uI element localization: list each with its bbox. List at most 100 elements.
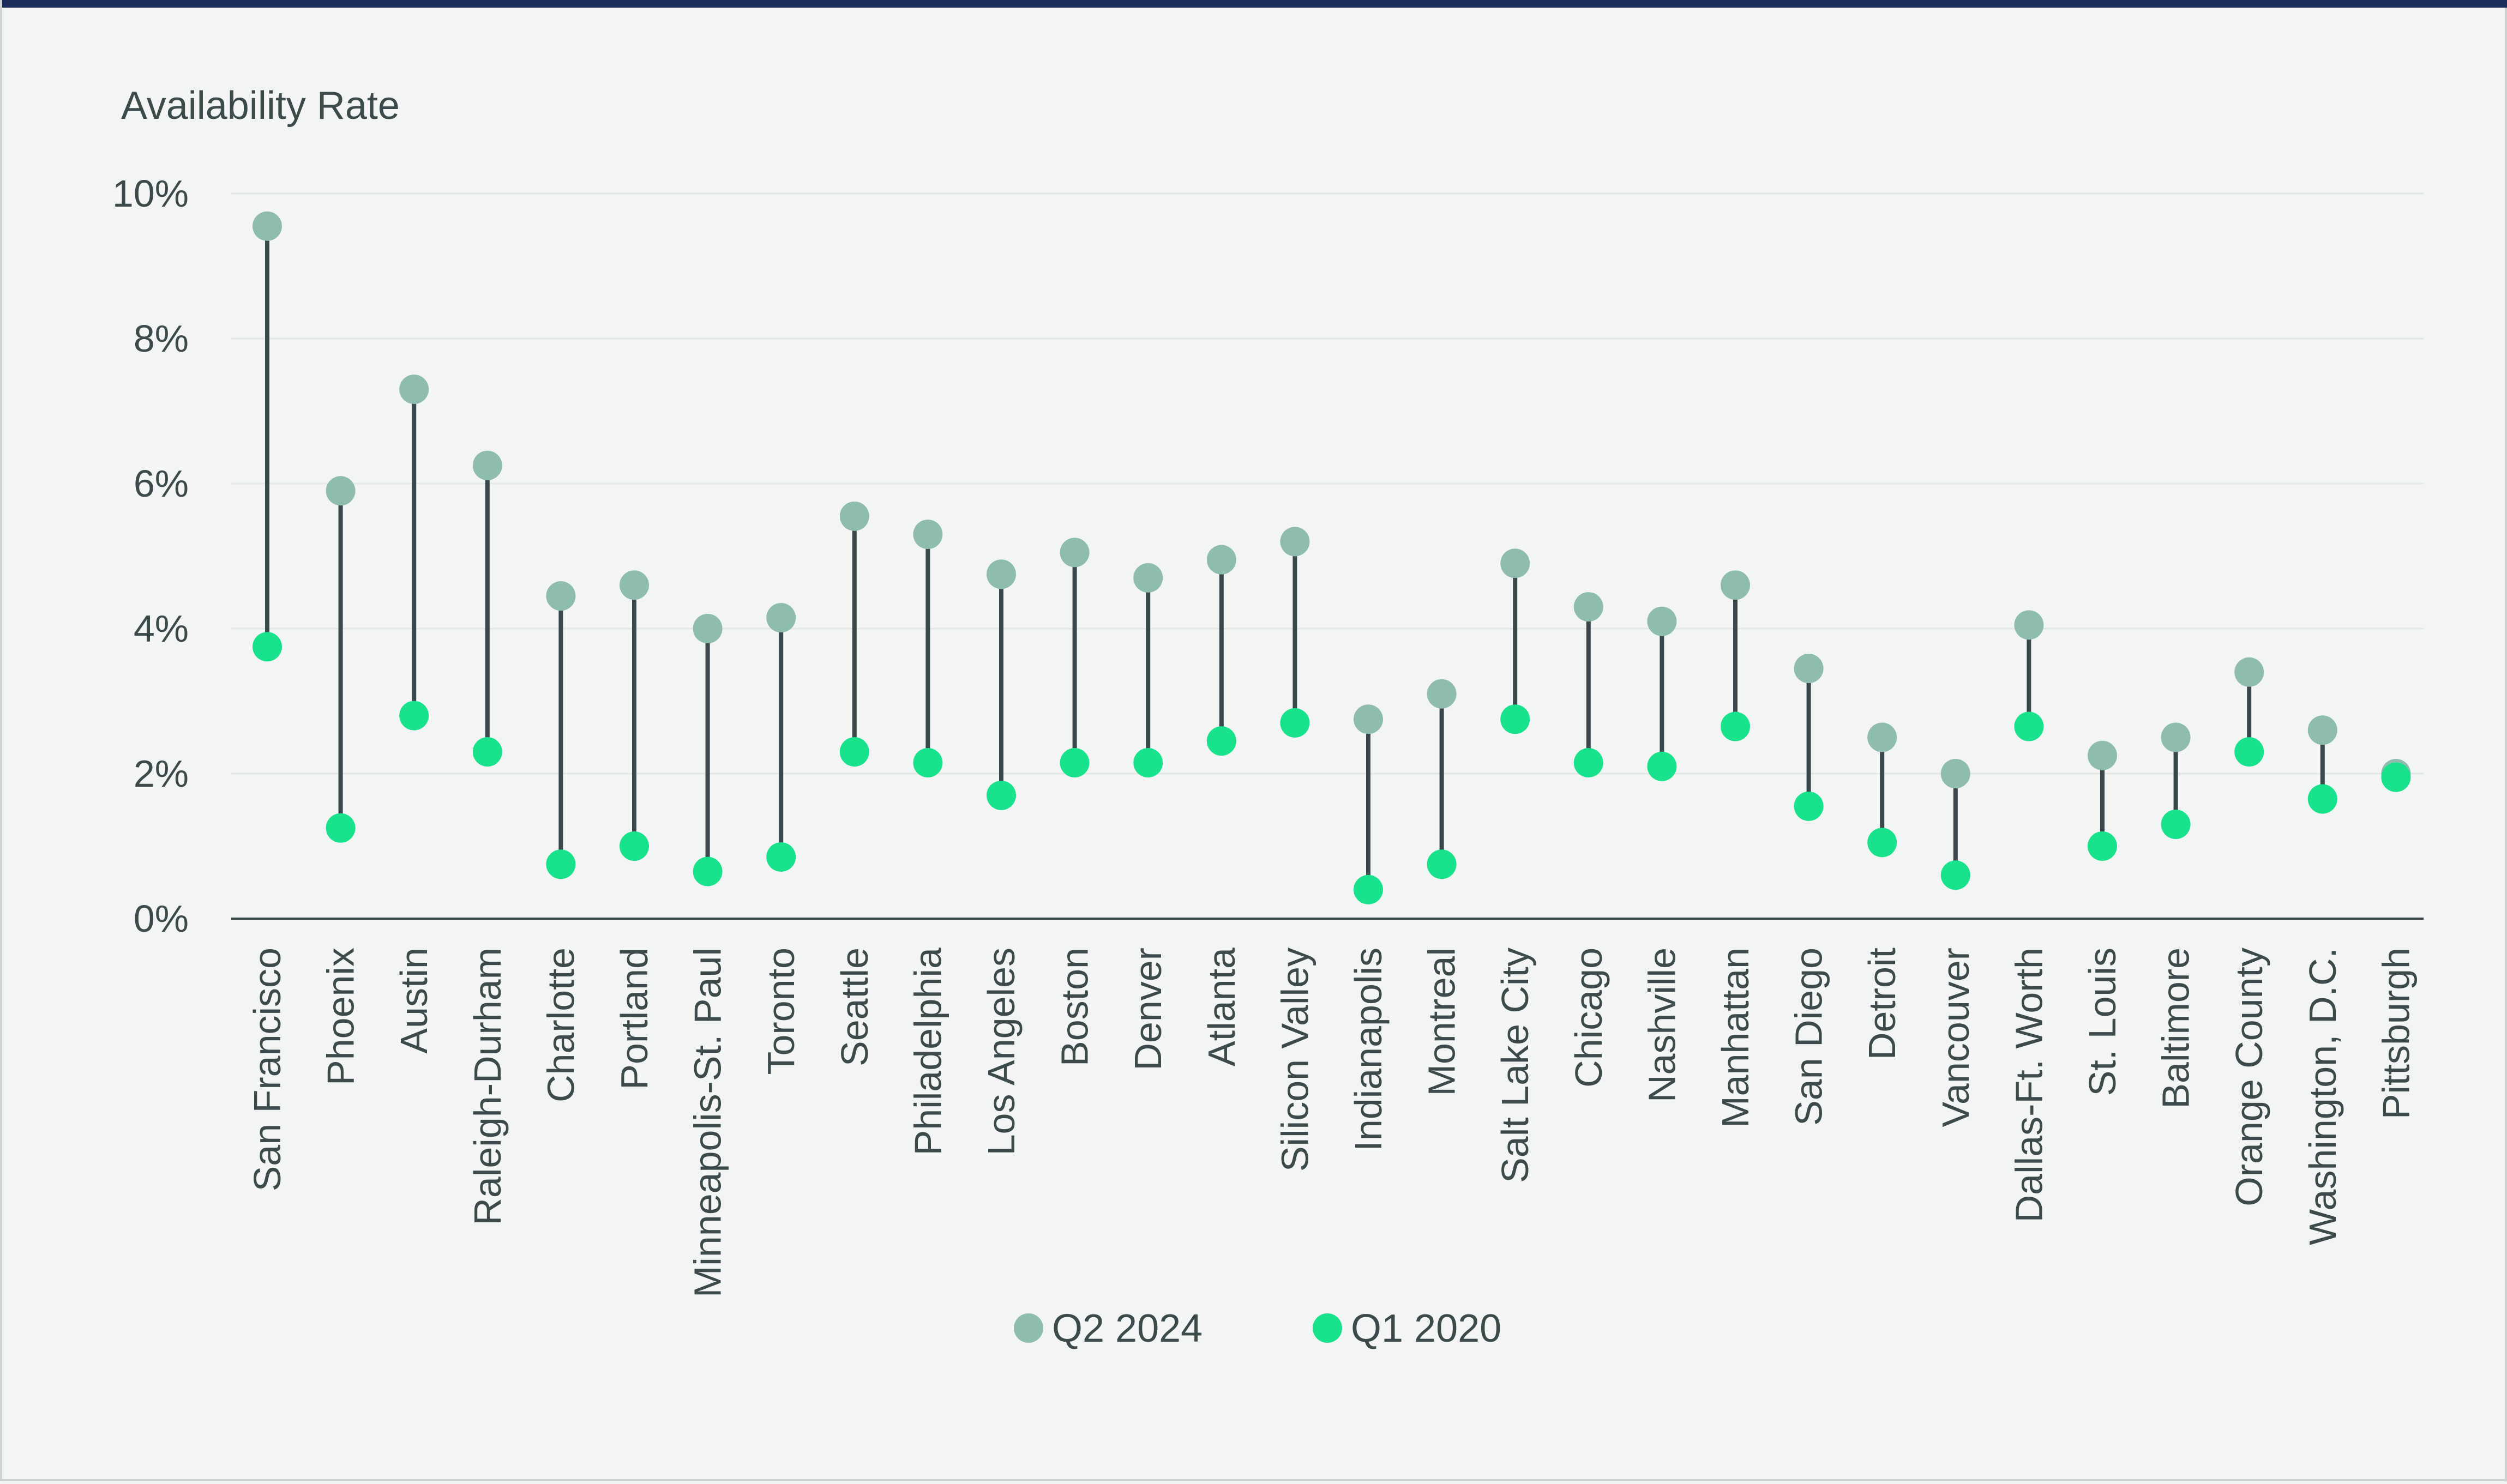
dot-q1-2020-portland	[620, 831, 649, 861]
dot-q2-2024-los-angeles	[987, 559, 1016, 589]
dot-q2-2024-montreal	[1427, 679, 1457, 709]
dot-q2-2024-silicon-valley	[1280, 527, 1310, 557]
x-tick-label-montreal: Montreal	[1421, 948, 1463, 1096]
dot-q1-2020-minneapolis-st-paul	[693, 856, 723, 886]
legend-label-q1-2020: Q1 2020	[1351, 1307, 1501, 1350]
x-tick-label-pittsburgh: Pittsburgh	[2374, 948, 2417, 1119]
legend-item-q1-2020: Q1 2020	[1313, 1307, 1501, 1350]
x-tick-label-san-francisco: San Francisco	[246, 948, 288, 1191]
dot-q2-2024-denver	[1133, 563, 1163, 593]
dot-q2-2024-boston	[1060, 538, 1090, 568]
x-tick-label-vancouver: Vancouver	[1934, 948, 1977, 1127]
dot-q1-2020-los-angeles	[987, 780, 1016, 810]
dot-q1-2020-chicago	[1573, 748, 1603, 778]
dot-q1-2020-pittsburgh	[2381, 762, 2411, 792]
dot-q1-2020-phoenix	[326, 813, 356, 843]
x-tick-label-manhattan: Manhattan	[1714, 948, 1757, 1128]
dot-q2-2024-austin	[399, 375, 429, 405]
x-tick-label-dallas-ft-worth: Dallas-Ft. Worth	[2007, 948, 2050, 1222]
dot-q2-2024-phoenix	[326, 476, 356, 506]
dot-q1-2020-raleigh-durham	[472, 737, 502, 767]
dot-q2-2024-charlotte	[546, 581, 576, 611]
x-tick-label-san-diego: San Diego	[1788, 948, 1830, 1126]
x-tick-label-toronto: Toronto	[760, 948, 802, 1075]
legend-label-q2-2024: Q2 2024	[1052, 1307, 1203, 1350]
x-tick-label-silicon-valley: Silicon Valley	[1273, 948, 1316, 1172]
y-tick-label-6: 6%	[134, 462, 189, 505]
dot-q2-2024-portland	[620, 570, 649, 600]
dot-q1-2020-st-louis	[2088, 831, 2117, 861]
top-accent-rule	[2, 0, 2507, 8]
x-tick-label-indianapolis: Indianapolis	[1347, 948, 1390, 1151]
x-tick-label-nashville: Nashville	[1640, 948, 1683, 1102]
x-tick-label-salt-lake-city: Salt Lake City	[1494, 948, 1536, 1183]
dot-q1-2020-orange-county	[2234, 737, 2264, 767]
dot-q2-2024-manhattan	[1721, 570, 1750, 600]
dot-q2-2024-san-diego	[1794, 654, 1824, 684]
x-tick-label-baltimore: Baltimore	[2155, 948, 2197, 1109]
legend-swatch-q2-2024	[1014, 1313, 1043, 1343]
y-axis-title: Availability Rate	[121, 84, 400, 128]
y-tick-label-10: 10%	[112, 172, 189, 215]
dot-q2-2024-raleigh-durham	[472, 450, 502, 480]
x-tick-label-charlotte: Charlotte	[539, 948, 582, 1102]
dot-q1-2020-seattle	[839, 737, 869, 767]
dot-q2-2024-dallas-ft-worth	[2014, 610, 2044, 640]
x-tick-label-st-louis: St. Louis	[2081, 948, 2124, 1096]
dot-q2-2024-baltimore	[2161, 722, 2191, 752]
dot-q2-2024-st-louis	[2088, 740, 2117, 770]
x-tick-label-washington-d-c: Washington, D.C.	[2301, 948, 2344, 1245]
dot-q2-2024-detroit	[1867, 722, 1897, 752]
dot-q1-2020-indianapolis	[1354, 874, 1383, 904]
dot-q2-2024-philadelphia	[913, 520, 943, 550]
dot-q1-2020-charlotte	[546, 849, 576, 879]
dot-q1-2020-detroit	[1867, 828, 1897, 858]
dot-q2-2024-washington-d-c	[2307, 715, 2337, 745]
dot-q1-2020-manhattan	[1721, 711, 1750, 741]
dumbbell-dots	[252, 211, 2411, 904]
dot-q1-2020-baltimore	[2161, 810, 2191, 840]
dot-q1-2020-dallas-ft-worth	[2014, 711, 2044, 741]
x-tick-label-atlanta: Atlanta	[1200, 948, 1243, 1066]
x-tick-label-minneapolis-st-paul: Minneapolis-St. Paul	[687, 948, 729, 1298]
legend-swatch-q1-2020	[1313, 1313, 1342, 1343]
dot-q1-2020-austin	[399, 701, 429, 731]
dot-q1-2020-san-francisco	[252, 632, 282, 662]
legend: Q2 2024 Q1 2020	[1014, 1307, 1501, 1350]
dot-q1-2020-boston	[1060, 748, 1090, 778]
y-tick-label-2: 2%	[134, 752, 189, 795]
dot-q2-2024-atlanta	[1206, 545, 1236, 575]
x-tick-label-chicago: Chicago	[1567, 948, 1610, 1088]
y-tick-label-8: 8%	[134, 317, 189, 360]
x-tick-label-philadelphia: Philadelphia	[906, 948, 949, 1155]
dot-q1-2020-washington-d-c	[2307, 784, 2337, 814]
x-tick-label-denver: Denver	[1127, 948, 1169, 1071]
x-tick-label-raleigh-durham: Raleigh-Durham	[466, 948, 509, 1226]
x-tick-label-austin: Austin	[393, 948, 435, 1054]
y-tick-label-4: 4%	[134, 607, 189, 650]
x-tick-label-seattle: Seattle	[833, 948, 876, 1066]
dot-q2-2024-vancouver	[1940, 759, 1970, 788]
dot-q1-2020-philadelphia	[913, 748, 943, 778]
dot-q1-2020-montreal	[1427, 849, 1457, 879]
legend-item-q2-2024: Q2 2024	[1014, 1307, 1203, 1350]
dot-q2-2024-orange-county	[2234, 657, 2264, 687]
dot-q1-2020-atlanta	[1206, 726, 1236, 756]
dot-q1-2020-salt-lake-city	[1500, 704, 1530, 734]
dot-q2-2024-indianapolis	[1354, 704, 1383, 734]
dot-q1-2020-denver	[1133, 748, 1163, 778]
x-tick-label-los-angeles: Los Angeles	[980, 948, 1023, 1155]
y-tick-label-0: 0%	[134, 897, 189, 940]
dot-q1-2020-san-diego	[1794, 791, 1824, 821]
x-tick-label-boston: Boston	[1054, 948, 1096, 1066]
dot-q2-2024-toronto	[766, 603, 796, 633]
dumbbell-stems	[265, 226, 2398, 890]
gridlines	[231, 192, 2424, 775]
dot-q1-2020-toronto	[766, 842, 796, 872]
x-tick-label-orange-county: Orange County	[2228, 948, 2270, 1206]
dot-q1-2020-nashville	[1647, 751, 1677, 781]
dot-q2-2024-minneapolis-st-paul	[693, 614, 723, 643]
y-axis-ticks: 0% 2% 4% 6% 8% 10%	[112, 172, 189, 940]
